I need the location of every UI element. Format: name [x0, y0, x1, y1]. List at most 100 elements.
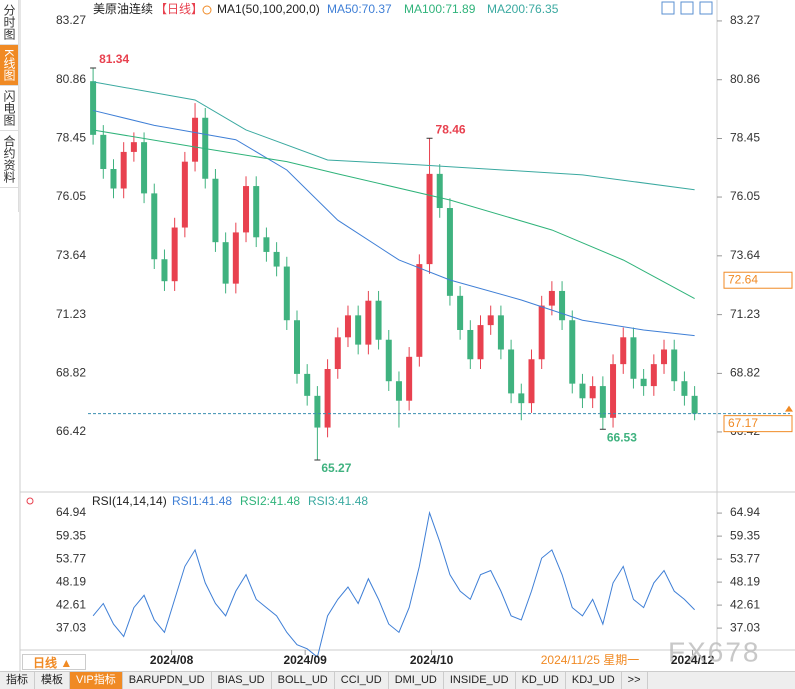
y-tick-label: 68.82: [730, 366, 760, 380]
footer-tab[interactable]: 模板: [35, 672, 70, 689]
candle-body: [671, 349, 678, 382]
candle-body: [436, 173, 443, 209]
candle-body: [640, 378, 647, 387]
x-tick-label: 2024/09: [283, 653, 327, 667]
footer-tab[interactable]: DMI_UD: [389, 672, 444, 689]
footer-tab[interactable]: VIP指标: [70, 672, 123, 689]
sidebar: 分时图 K线图 闪电图 合约资料: [0, 0, 19, 212]
settings-icon: [202, 5, 212, 15]
rsi-icon: [26, 497, 34, 505]
rsi-line: [92, 510, 695, 658]
footer-tab[interactable]: BOLL_UD: [272, 672, 335, 689]
footer-tab[interactable]: 指标: [0, 672, 35, 689]
header-text: MA100:71.89: [404, 2, 476, 16]
candle-body: [661, 349, 668, 365]
candle-body: [304, 373, 311, 396]
y-tick-label: 68.82: [56, 366, 86, 380]
y-tick-label: 53.77: [730, 551, 760, 565]
ma-line: [93, 81, 695, 191]
last-price-label: 67.17: [728, 416, 758, 430]
candle-body: [243, 186, 250, 233]
candle-body: [620, 337, 627, 365]
y-tick-label: 71.23: [56, 307, 86, 321]
candle-body: [395, 381, 402, 401]
candle-body: [192, 117, 199, 162]
candle-body: [691, 395, 698, 414]
footer-tabs: 指标 模板 VIP指标 BARUPDN_UD BIAS_UD BOLL_UD CCI_UD D…: [0, 671, 795, 689]
y-tick-label: 53.77: [56, 551, 86, 565]
candle-body: [263, 237, 270, 252]
y-tick-label: 59.35: [730, 528, 760, 542]
y-tick-label: 48.19: [730, 574, 760, 588]
footer-tab[interactable]: INSIDE_UD: [444, 672, 516, 689]
candle-body: [548, 290, 555, 306]
ma-line: [92, 109, 695, 337]
price-box: [723, 415, 793, 433]
candle-body: [222, 242, 229, 284]
y-tick-label: 76.05: [730, 189, 760, 203]
y-tick-label: 71.23: [730, 307, 760, 321]
candle-body: [314, 395, 321, 428]
candle-body: [630, 337, 637, 379]
y-tick-label: 37.03: [730, 620, 760, 634]
rsi-icon-dot: [26, 497, 34, 505]
candle-body: [416, 264, 423, 357]
candle-body: [90, 81, 97, 135]
high-label: 78.46: [436, 122, 466, 136]
y-tick-label: 76.05: [56, 189, 86, 203]
candle-body: [477, 325, 484, 360]
candle-body: [599, 386, 606, 418]
candle-body: [681, 381, 688, 396]
candle-body: [294, 320, 300, 374]
candle-body: [324, 369, 331, 428]
y-tick-label: 64.94: [730, 505, 760, 519]
sidebar-tab[interactable]: 闪电图: [0, 86, 18, 132]
period-label: 日线: [33, 656, 58, 670]
x-tick-label: 2024/12: [671, 653, 715, 667]
candle-body: [406, 356, 413, 401]
footer-tab[interactable]: BARUPDN_UD: [123, 672, 212, 689]
y-tick-label: 73.64: [730, 248, 760, 262]
y-tick-label: 83.27: [56, 13, 86, 27]
y-tick-label: 59.35: [56, 528, 86, 542]
candle-body: [457, 295, 464, 330]
candle-body: [426, 173, 433, 265]
candle-body: [385, 339, 392, 382]
y-tick-label: 48.19: [56, 574, 86, 588]
period-button[interactable]: 日线 ▲: [22, 654, 86, 670]
candle-body: [212, 178, 219, 243]
candle-body: [467, 329, 474, 360]
footer-tab[interactable]: BIAS_UD: [212, 672, 272, 689]
candle-body: [589, 386, 596, 399]
sidebar-tab[interactable]: 分时图: [0, 0, 18, 45]
candle-body: [559, 290, 566, 321]
candle-body: [355, 315, 362, 345]
candle-body: [528, 359, 535, 404]
candle-body: [232, 232, 239, 284]
header-text: MA1(50,100,200,0): [217, 2, 320, 16]
sidebar-tab[interactable]: 合约资料: [0, 131, 18, 189]
footer-tab[interactable]: KDJ_UD: [566, 672, 622, 689]
y-tick-label: 42.61: [56, 597, 86, 611]
candle-body: [375, 300, 382, 340]
footer-tab[interactable]: CCI_UD: [335, 672, 389, 689]
x-tick-label: 2024/10: [410, 653, 454, 667]
x-tick-label: 2024/08: [150, 653, 194, 667]
candle-body: [171, 227, 178, 282]
sidebar-tab[interactable]: K线图: [0, 45, 18, 87]
low-label: 65.27: [321, 461, 351, 475]
candle-body: [579, 383, 586, 399]
watermark: FX678: [668, 636, 761, 667]
ma-line: [93, 129, 695, 299]
candle-body: [569, 320, 576, 384]
low-label: 66.53: [607, 430, 637, 444]
footer-tab[interactable]: KD_UD: [516, 672, 566, 689]
candle-body: [100, 134, 107, 169]
candle-body: [610, 364, 617, 418]
legend-entry: RSI2:41.48: [240, 494, 300, 508]
price-arrow: [785, 405, 793, 412]
footer-tab[interactable]: >>: [622, 672, 648, 689]
candle-body: [110, 168, 117, 189]
